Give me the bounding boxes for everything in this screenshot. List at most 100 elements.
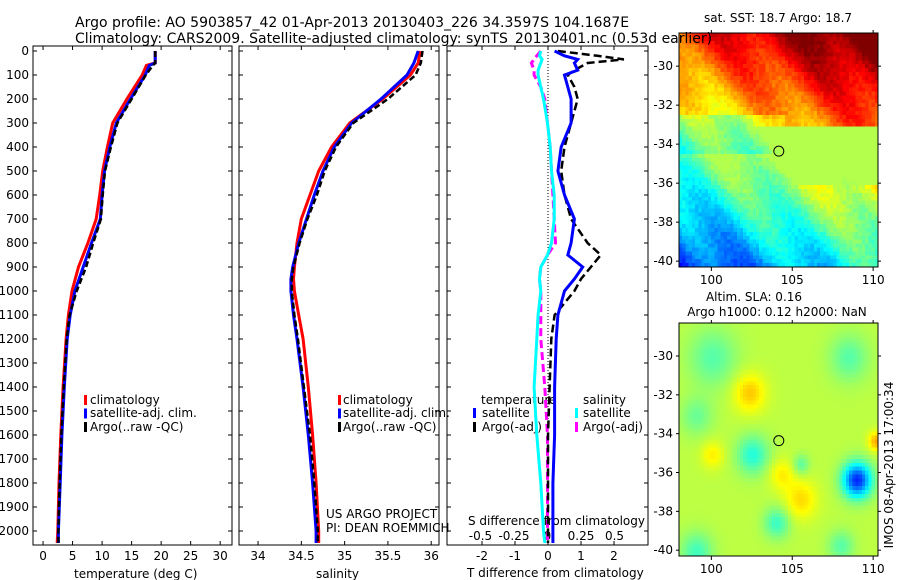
depth-tick-label: 800: [6, 236, 29, 250]
sst-map-lat-label: -36: [653, 176, 673, 190]
tdiff-tick-label: 0: [544, 549, 552, 563]
sla-map-subtitle: Argo h1000: 0.12 h2000: NaN: [687, 305, 867, 319]
temp-tick-label: 10: [94, 549, 109, 563]
temp-tick-label: 25: [183, 549, 198, 563]
credit-line-2: PI: DEAN ROEMMICH: [326, 521, 449, 535]
depth-tick-label: 1200: [0, 332, 29, 346]
satellite-line: [289, 50, 420, 543]
sla-map-lat-label: -40: [653, 543, 673, 557]
legend-s-argo: Argo(-adj): [583, 420, 643, 434]
temp-tick-label: 0: [39, 549, 47, 563]
sst-map-title: sat. SST: 18.7 Argo: 18.7: [704, 11, 852, 25]
sst-map-lat-label: -38: [653, 215, 673, 229]
sst-map-lat-label: -34: [653, 137, 673, 151]
sla-map-lat-label: -36: [653, 466, 673, 480]
sst-map-lon-label: 105: [781, 273, 804, 287]
sst-map-lon-label: 100: [700, 273, 723, 287]
legend-s-sat: satellite: [583, 406, 631, 420]
depth-tick-label: 600: [6, 188, 29, 202]
sla-map-title: Altim. SLA: 0.16: [706, 290, 802, 304]
depth-tick-label: 1000: [0, 284, 29, 298]
legend-marker: [338, 395, 341, 405]
depth-tick-label: 1300: [0, 356, 29, 370]
sla-map-lat-label: -32: [653, 388, 673, 402]
tdiff-tick-label: -1: [509, 549, 521, 563]
satellite-line: [56, 51, 157, 543]
depth-tick-label: 1900: [0, 500, 29, 514]
sla-map-lon-label: 110: [862, 562, 885, 576]
depth-tick-label: 700: [6, 212, 29, 226]
sst-map-lat-label: -30: [653, 59, 673, 73]
sal-tick-label: 36: [424, 549, 439, 563]
sal-legend: climatology satellite-adj. clim. Argo(..…: [343, 393, 450, 434]
tdiff-tick-label: 1: [577, 549, 585, 563]
temp-tick-label: 5: [69, 549, 77, 563]
climatology-line: [55, 51, 157, 544]
legend-sal-head: salinity: [583, 393, 626, 407]
legend-marker: [575, 422, 578, 432]
legend-marker: [473, 422, 476, 432]
sst-map-image: [679, 33, 878, 267]
t-argo-diff-line: [546, 49, 625, 543]
depth-tick-label: 2000: [0, 524, 29, 538]
sla-map-lat-label: -34: [653, 427, 673, 441]
depth-tick-label: 1700: [0, 452, 29, 466]
sdiff-xlabel: S difference from climatology: [468, 514, 645, 528]
depth-tick-label: 1100: [0, 308, 29, 322]
legend-satellite: satellite-adj. clim.: [343, 406, 450, 420]
argo-line: [57, 51, 157, 543]
sla-map-lat-label: -30: [653, 349, 673, 363]
sla-map-frame: [678, 322, 879, 557]
s-sat-diff-line: [532, 50, 556, 544]
legend-t-sat: satellite: [482, 406, 530, 420]
depth-tick-label: 1400: [0, 380, 29, 394]
panel-frame-0: [32, 45, 233, 546]
legend-marker: [84, 395, 87, 405]
depth-tick-label: 100: [6, 68, 29, 82]
sst-map-argo-position-marker: [773, 145, 785, 157]
depth-tick-label: 500: [6, 164, 29, 178]
sla-map-argo-position-marker: [773, 435, 785, 447]
tdiff-xlabel: T difference from climatology: [466, 566, 644, 580]
temp-legend: climatology satellite-adj. clim. Argo(..…: [90, 393, 197, 434]
sst-map-lat-label: -32: [653, 98, 673, 112]
legend-argo: Argo(..raw -QC): [90, 420, 183, 434]
legend-marker: [338, 408, 341, 419]
title-line-1: Argo profile: AO 5903857_42 01-Apr-2013 …: [75, 15, 629, 31]
sla-map-image: [679, 323, 878, 556]
legend-temp-head: temperature: [481, 393, 556, 407]
legend-marker: [338, 422, 341, 432]
depth-tick-label: 0: [21, 44, 29, 58]
legend-marker: [575, 408, 578, 418]
legend-marker: [473, 408, 476, 418]
diff-legend: temperature satellite Argo(-adj) salinit…: [481, 393, 643, 434]
sal-tick-label: 34: [250, 549, 265, 563]
sal-tick-label: 34.5: [288, 549, 315, 563]
credit-line-1: US ARGO PROJECT: [326, 507, 438, 521]
sla-map-lon-label: 105: [781, 562, 804, 576]
depth-tick-label: 1500: [0, 404, 29, 418]
legend-marker: [84, 422, 87, 432]
sla-map-lon-label: 100: [700, 562, 723, 576]
legend-marker: [84, 408, 87, 419]
depth-tick-label: 200: [6, 92, 29, 106]
sal-tick-label: 35.5: [375, 549, 402, 563]
temp-tick-label: 20: [153, 549, 168, 563]
depth-tick-label: 300: [6, 116, 29, 130]
sst-map-lat-label: -40: [653, 254, 673, 268]
title-line-2: Climatology: CARS2009. Satellite-adjuste…: [75, 31, 712, 47]
depth-tick-label: 400: [6, 140, 29, 154]
sal-tick-label: 35: [337, 549, 352, 563]
legend-satellite: satellite-adj. clim.: [90, 406, 197, 420]
sst-map-frame: [678, 32, 879, 268]
temp-tick-label: 30: [213, 549, 228, 563]
sal-xlabel: salinity: [316, 567, 359, 580]
tdiff-tick-label: -2: [476, 549, 488, 563]
t-sat-diff-line: [551, 49, 585, 543]
sdiff-tick-label: -0.5: [469, 529, 492, 543]
legend-argo: Argo(..raw -QC): [343, 420, 436, 434]
panel-frame-1: [238, 45, 440, 546]
legend-climatology: climatology: [90, 393, 160, 407]
